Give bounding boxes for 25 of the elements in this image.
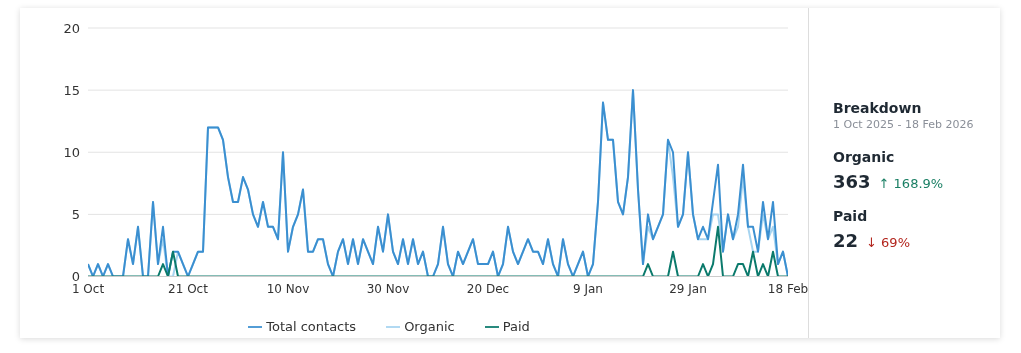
x-tick-label: 21 Oct xyxy=(168,282,209,297)
line-series xyxy=(88,89,788,277)
x-tick-label: 1 Oct xyxy=(71,282,105,297)
legend-label: Organic xyxy=(404,318,455,334)
y-tick-label: 10 xyxy=(63,144,80,160)
x-tick-label: 18 Feb xyxy=(767,282,809,297)
x-tick-label: 30 Nov xyxy=(366,282,410,297)
x-tick-label: 10 Nov xyxy=(266,282,310,297)
text: 363 xyxy=(833,171,871,192)
y-tick-label: 5 xyxy=(71,206,80,222)
text: ↓ 69% xyxy=(866,235,910,250)
y-tick-label: 15 xyxy=(63,82,80,98)
text: Breakdown xyxy=(833,100,923,116)
x-tick-label: 9 Jan xyxy=(573,282,603,297)
text: ↑ 168.9% xyxy=(878,176,944,191)
legend-label: Paid xyxy=(502,318,530,334)
text: Organic xyxy=(833,149,896,165)
text: 1 Oct 2025 - 18 Feb 2026 xyxy=(833,118,974,131)
x-tick-label: 29 Jan xyxy=(669,282,707,297)
y-tick-label: 20 xyxy=(63,20,80,36)
text: Paid xyxy=(833,208,869,224)
x-tick-label: 20 Dec xyxy=(466,282,510,297)
legend-label: Total contacts xyxy=(266,318,357,334)
y-tick-label: 0 xyxy=(71,269,80,285)
text: 22 xyxy=(833,230,859,251)
